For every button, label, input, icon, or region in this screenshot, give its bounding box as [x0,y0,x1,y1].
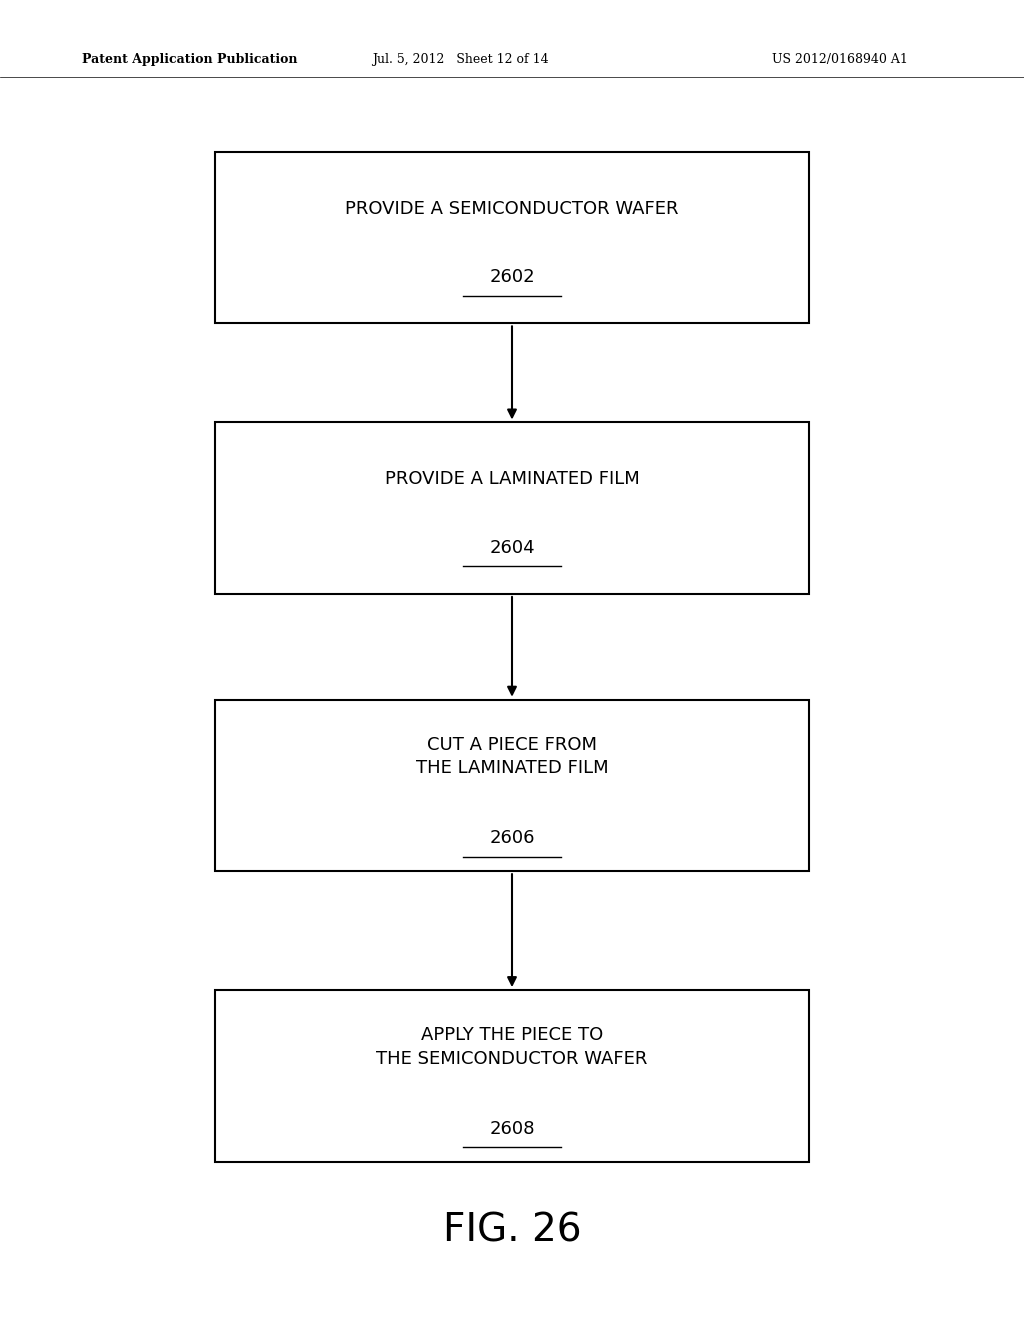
Text: CUT A PIECE FROM
THE LAMINATED FILM: CUT A PIECE FROM THE LAMINATED FILM [416,735,608,777]
Text: 2602: 2602 [489,268,535,286]
FancyBboxPatch shape [215,152,809,323]
FancyBboxPatch shape [215,990,809,1162]
Text: US 2012/0168940 A1: US 2012/0168940 A1 [772,53,907,66]
Text: Patent Application Publication: Patent Application Publication [82,53,297,66]
Text: 2604: 2604 [489,539,535,557]
FancyBboxPatch shape [215,422,809,594]
Text: FIG. 26: FIG. 26 [442,1212,582,1249]
Text: Jul. 5, 2012   Sheet 12 of 14: Jul. 5, 2012 Sheet 12 of 14 [373,53,549,66]
Text: 2608: 2608 [489,1119,535,1138]
Text: PROVIDE A LAMINATED FILM: PROVIDE A LAMINATED FILM [385,470,639,488]
Text: APPLY THE PIECE TO
THE SEMICONDUCTOR WAFER: APPLY THE PIECE TO THE SEMICONDUCTOR WAF… [376,1026,648,1068]
FancyBboxPatch shape [215,700,809,871]
Text: 2606: 2606 [489,829,535,847]
Text: PROVIDE A SEMICONDUCTOR WAFER: PROVIDE A SEMICONDUCTOR WAFER [345,199,679,218]
